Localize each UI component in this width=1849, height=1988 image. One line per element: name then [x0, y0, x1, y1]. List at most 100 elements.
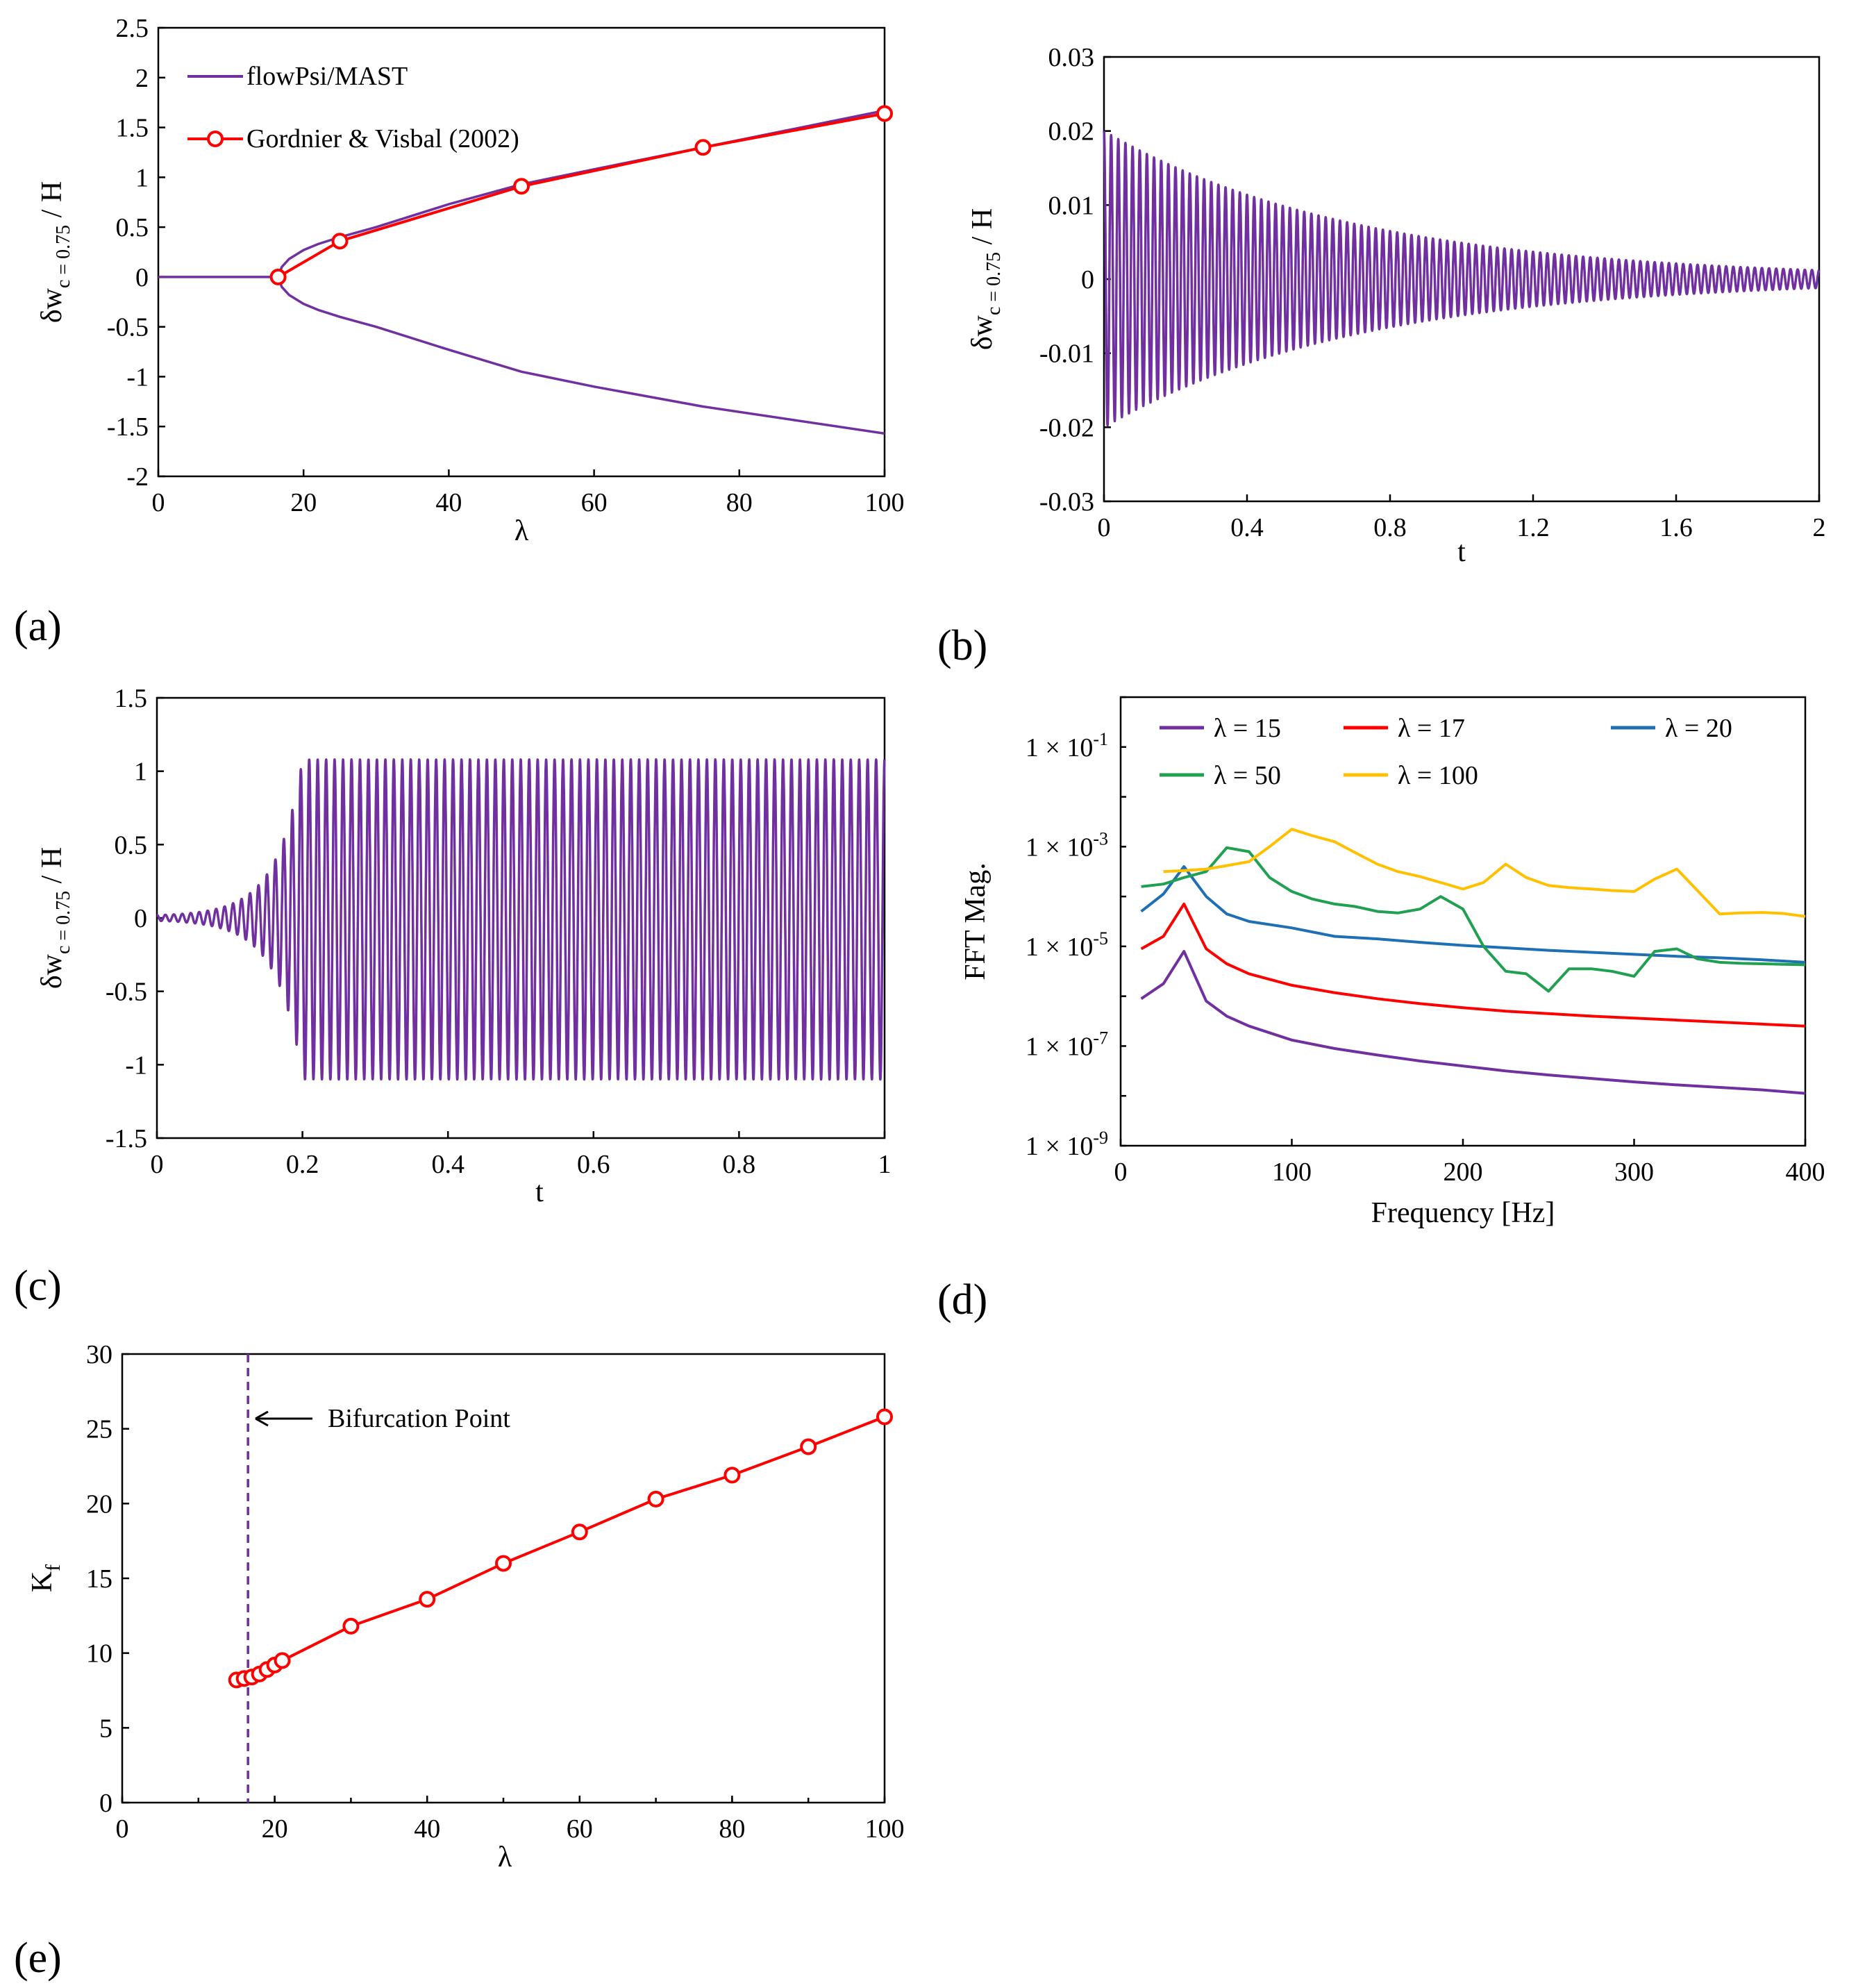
x-tick-label: 100	[1272, 1158, 1312, 1187]
y-tick-label: 0	[135, 263, 149, 292]
panel-c-chart: 0 0.2 0.4 0.6 0.8 1 -1.5 -1 -0.5 0 0.5 1 1.5 t δwc …	[14, 684, 892, 1310]
panel-a-chart: 0 20 40 60 80 100 -2-1.5-1-0.500.511.522.5 λ …	[14, 14, 905, 650]
y-tick-label: 1 × 10-5	[1026, 928, 1108, 962]
y-tick-label: 30	[86, 1340, 112, 1369]
y-tick-label: -0.5	[106, 978, 147, 1007]
panel-b-y-axis-label: δwc = 0.75 / H	[967, 208, 1005, 350]
panel-c-y-axis-label: δwc = 0.75 / H	[36, 847, 74, 989]
x-tick-label: 60	[567, 1814, 593, 1844]
y-tick-label: -1	[126, 362, 149, 392]
x-tick-label: 20	[262, 1814, 288, 1844]
panel-a-x-ticks: 0 20 40 60 80 100	[152, 469, 905, 517]
x-tick-label: 80	[726, 488, 753, 517]
y-tick-label: -2	[126, 462, 149, 492]
panel-label-a: (a)	[14, 603, 62, 650]
panel-e-y-ticks: 0 5 10 15 20 25 30	[86, 1340, 129, 1818]
kf-point	[342, 1617, 360, 1635]
fft-line-1	[1140, 902, 1806, 1028]
panel-d-legend: λ = 15 λ = 17 λ = 20 λ = 50 λ = 100	[1160, 714, 1732, 790]
legend-label-3: λ = 50	[1214, 761, 1281, 790]
decaying-response-line	[1103, 131, 1821, 427]
panel-c-marks	[156, 758, 886, 1081]
panel-d-x-axis-label: Frequency [Hz]	[1371, 1197, 1555, 1229]
panel-b-x-axis-label: t	[1457, 536, 1466, 568]
y-tick-label: -1.5	[107, 412, 149, 442]
x-tick-label: 1	[878, 1150, 892, 1179]
x-tick-label: 2	[1813, 513, 1826, 542]
gordnier-point	[331, 233, 349, 250]
svg-text:Kf: Kf	[26, 1564, 65, 1592]
legend-label-1: λ = 17	[1398, 714, 1465, 743]
panel-label-e: (e)	[14, 1935, 62, 1982]
kf-line	[236, 1415, 885, 1682]
panel-d-marks	[1140, 828, 1806, 1095]
panel-b-marks	[1103, 131, 1821, 427]
legend-label-gordnier: Gordnier & Visbal (2002)	[246, 124, 519, 153]
gordnier-point	[694, 139, 712, 156]
fft-line-3	[1141, 846, 1806, 993]
y-tick-label: 0.03	[1048, 43, 1095, 72]
kf-point	[876, 1408, 893, 1426]
panel-a-legend: flowPsi/MAST Gordnier & Visbal (2002)	[187, 62, 519, 153]
fft-line-2	[1140, 865, 1806, 964]
panel-e-x-axis-label: λ	[498, 1841, 512, 1873]
x-tick-label: 20	[290, 488, 317, 517]
panel-e-chart: 0 20 40 60 80 100 0 5 10 15 20 25 30 λ Kf Bifurcati…	[14, 1340, 905, 1982]
kf-point	[495, 1555, 512, 1572]
y-tick-label: -1	[125, 1051, 147, 1080]
x-tick-label: 40	[414, 1814, 440, 1844]
x-tick-label: 0.2	[286, 1150, 319, 1179]
panel-a-x-axis-label: λ	[514, 515, 529, 547]
panel-c-y-ticks: -1.5 -1 -0.5 0 0.5 1 1.5	[106, 684, 164, 1153]
svg-text:δwc = 0.75 / H: δwc = 0.75 / H	[967, 208, 1005, 350]
x-tick-label: 0	[1098, 513, 1111, 542]
panel-e-marks	[228, 1354, 893, 1803]
x-tick-label: 0.8	[1373, 513, 1407, 542]
panel-b-x-ticks: 0 0.4 0.8 1.2 1.6 2	[1098, 494, 1826, 542]
y-tick-label: 0.01	[1048, 191, 1095, 220]
y-tick-label: 25	[86, 1415, 112, 1444]
gordnier-point	[876, 105, 893, 122]
x-tick-label: 80	[719, 1814, 745, 1844]
x-tick-label: 0.8	[723, 1150, 756, 1179]
x-tick-label: 200	[1444, 1158, 1483, 1187]
x-tick-label: 0	[151, 1150, 164, 1179]
y-tick-label: -0.01	[1039, 340, 1094, 369]
y-tick-label: -0.5	[107, 313, 149, 342]
legend-label-2: λ = 20	[1665, 714, 1732, 743]
legend-marker-gordnier	[207, 131, 224, 147]
x-tick-label: 100	[865, 488, 905, 517]
y-tick-label: 1 × 10-3	[1026, 828, 1108, 862]
y-tick-label: 0	[99, 1789, 112, 1818]
y-tick-label: 5	[99, 1714, 112, 1743]
svg-text:δwc = 0.75 / H: δwc = 0.75 / H	[36, 181, 74, 323]
panel-c-x-axis-label: t	[535, 1176, 544, 1208]
svg-text:FFT Mag.: FFT Mag.	[960, 862, 992, 980]
x-tick-label: 40	[435, 488, 462, 517]
legend-label-flowpsi: flowPsi/MAST	[246, 62, 408, 91]
kf-point	[723, 1467, 741, 1484]
y-tick-label: 0	[1081, 265, 1094, 294]
y-tick-label: 0.5	[116, 213, 149, 242]
y-tick-label: 1 × 10-1	[1026, 729, 1108, 762]
x-tick-label: 0	[116, 1814, 129, 1844]
gordnier-point	[269, 268, 287, 285]
legend-label-4: λ = 100	[1398, 761, 1478, 790]
y-tick-label: 15	[86, 1564, 112, 1594]
panel-a-marks	[158, 105, 893, 435]
x-tick-label: 0	[152, 488, 165, 517]
svg-text:δwc = 0.75 / H: δwc = 0.75 / H	[36, 847, 74, 989]
kf-point	[274, 1652, 291, 1669]
y-tick-label: 1	[134, 758, 147, 787]
panel-e-x-ticks: 0 20 40 60 80 100	[116, 1796, 905, 1844]
y-tick-label: 1 × 10-7	[1026, 1028, 1108, 1061]
panel-d-chart: 0 100 200 300 400 1 × 10-91 × 10-71 × 10-51 …	[937, 696, 1825, 1323]
y-tick-label: -0.03	[1039, 487, 1094, 517]
panel-a-y-ticks: -2 -1.5 -1 -0.5 0 0.5 1 1.5 2 2.5	[107, 14, 165, 492]
panel-label-c: (c)	[14, 1262, 62, 1310]
bifurcation-annotation: Bifurcation Point	[328, 1404, 510, 1433]
y-tick-label: 1.5	[116, 114, 149, 143]
gordnier-point	[513, 178, 530, 195]
panel-d-y-ticks: 1 × 10-9 1 × 10-7 1 × 10-5 1 × 10-3 1 × 10-1	[1026, 696, 1126, 1161]
